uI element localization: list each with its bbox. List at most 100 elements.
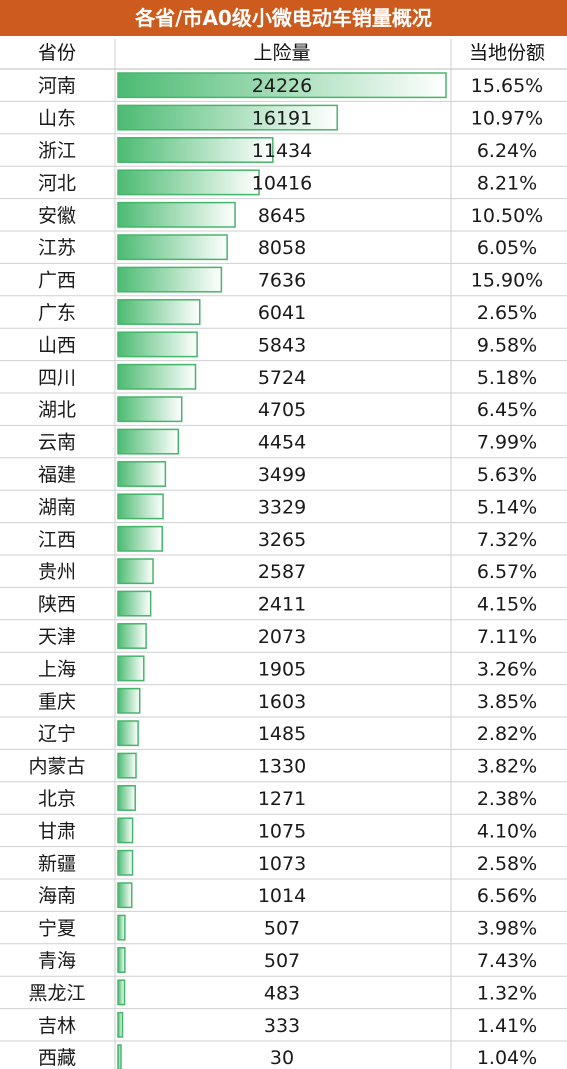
share-label: 7.43% [477,950,537,972]
value-label: 8058 [258,237,306,259]
province-label: 河北 [38,172,76,194]
province-label: 湖南 [38,496,76,518]
bar-河南 [117,72,447,99]
share-label: 4.15% [477,594,537,616]
share-label: 3.98% [477,918,537,940]
province-label: 陕西 [38,594,76,616]
province-label: 贵州 [38,561,76,583]
share-label: 15.65% [471,75,543,97]
share-label: 7.99% [477,432,537,454]
value-label: 4705 [258,399,306,421]
bar-黑龙江 [117,979,126,1006]
province-label: 北京 [38,788,76,810]
value-label: 3265 [258,529,306,551]
title-bar [0,0,567,36]
value-label: 507 [264,950,300,972]
share-label: 10.97% [471,108,543,130]
bar-江西 [117,525,163,552]
bar-广西 [117,266,223,293]
value-label: 3499 [258,464,306,486]
share-label: 2.65% [477,302,537,324]
province-label: 河南 [38,75,76,97]
share-label: 10.50% [471,205,543,227]
value-label: 507 [264,918,300,940]
share-label: 1.41% [477,1015,537,1037]
value-label: 24226 [252,75,312,97]
share-label: 3.82% [477,756,537,778]
value-label: 4454 [258,432,306,454]
province-label: 山东 [38,108,76,130]
share-label: 5.14% [477,496,537,518]
bar-河北 [117,169,260,196]
value-label: 1603 [258,691,306,713]
share-label: 6.05% [477,237,537,259]
province-label: 内蒙古 [28,756,85,778]
bar-浙江 [117,137,274,163]
province-label: 上海 [38,658,76,680]
value-label: 6041 [258,302,306,324]
province-label: 天津 [38,626,76,648]
province-label: 西藏 [38,1047,76,1069]
bar-辽宁 [117,720,139,747]
value-label: 11434 [252,140,312,162]
share-label: 3.85% [477,691,537,713]
bar-新疆 [117,849,134,876]
bar-四川 [117,363,197,390]
bar-贵州 [117,558,154,585]
share-label: 9.58% [477,334,537,356]
province-label: 辽宁 [38,723,76,745]
bar-上海 [117,655,145,682]
bar-西藏 [117,1044,122,1069]
value-label: 1073 [258,853,306,875]
province-label: 吉林 [38,1015,76,1037]
header-province: 省份 [38,42,76,64]
share-label: 6.57% [477,561,537,583]
bar-北京 [117,785,136,811]
province-label: 广东 [38,302,76,324]
value-label: 2411 [258,594,306,616]
share-label: 7.32% [477,529,537,551]
bar-湖北 [117,396,183,423]
share-label: 2.82% [477,723,537,745]
share-label: 6.24% [477,140,537,162]
province-label: 安徽 [38,205,76,227]
bar-江苏 [117,234,228,261]
value-label: 1330 [258,756,306,778]
share-label: 7.11% [477,626,537,648]
value-label: 16191 [252,108,312,130]
header-share: 当地份额 [469,42,545,64]
share-label: 1.04% [477,1047,537,1069]
province-label: 山西 [38,334,76,356]
province-label: 海南 [38,885,76,907]
province-label: 青海 [38,950,76,972]
bar-内蒙古 [117,752,137,779]
bar-天津 [117,623,147,649]
bar-山西 [117,331,198,358]
share-label: 15.90% [471,270,543,292]
value-label: 8645 [258,205,306,227]
value-label: 2073 [258,626,306,648]
value-label: 10416 [252,172,312,194]
province-label: 湖北 [38,399,76,421]
bar-安徽 [117,201,236,228]
province-label: 福建 [38,464,76,486]
value-label: 333 [264,1015,300,1037]
share-label: 5.18% [477,367,537,389]
province-label: 重庆 [38,691,76,713]
province-label: 黑龙江 [28,982,85,1004]
bar-山东 [117,104,338,131]
value-label: 30 [270,1047,294,1069]
share-label: 8.21% [477,172,537,194]
bar-陕西 [117,590,152,617]
value-label: 1271 [258,788,306,810]
share-label: 1.32% [477,982,537,1004]
value-label: 483 [264,982,300,1004]
value-label: 5843 [258,334,306,356]
chart-title: 各省/市A0级小微电动车销量概况 [134,6,432,30]
bar-青海 [117,947,126,973]
value-label: 2587 [258,561,306,583]
value-label: 1014 [258,885,306,907]
province-label: 浙江 [38,140,76,162]
bar-云南 [117,428,180,455]
